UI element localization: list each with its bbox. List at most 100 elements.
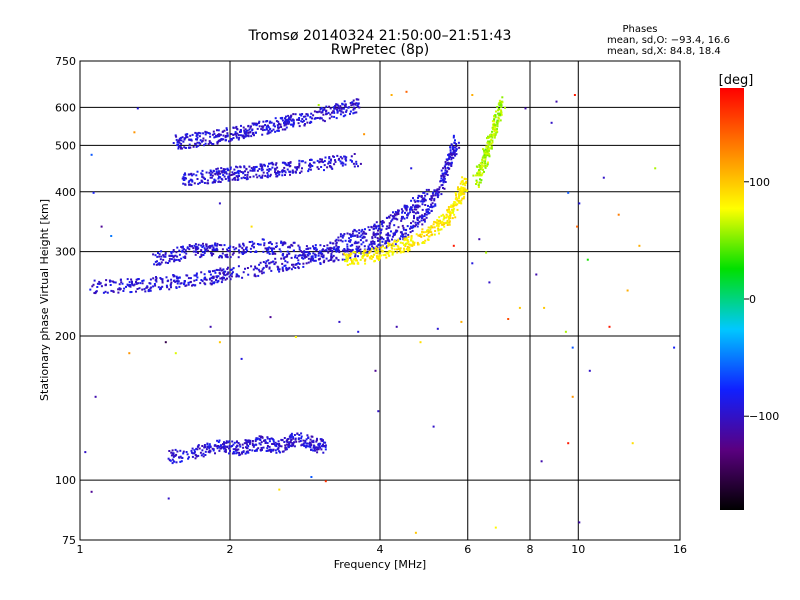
echo-point	[446, 161, 449, 164]
echo-point	[263, 128, 266, 131]
echo-point	[449, 213, 452, 216]
echo-point	[450, 205, 453, 208]
echo-point	[491, 136, 494, 139]
echo-point	[311, 259, 314, 262]
echo-point	[292, 249, 295, 252]
echo-point	[479, 181, 482, 184]
echo-point	[193, 182, 196, 185]
echo-point	[249, 176, 252, 179]
scatter-point	[432, 425, 435, 428]
echo-point	[284, 174, 286, 176]
echo-point	[297, 166, 300, 169]
echo-point	[248, 128, 251, 131]
scatter-point	[294, 336, 297, 338]
echo-point	[220, 138, 223, 140]
echo-point	[320, 445, 323, 448]
echo-point	[426, 208, 429, 211]
echo-point	[333, 248, 335, 251]
echo-point	[409, 243, 412, 246]
echo-point	[333, 115, 336, 118]
echo-point	[348, 263, 351, 266]
echo-point	[273, 247, 276, 250]
echo-point	[339, 113, 342, 116]
echo-point	[345, 156, 348, 159]
echo-point	[278, 123, 281, 126]
echo-point	[285, 123, 288, 126]
echo-point	[213, 132, 216, 135]
echo-point	[430, 199, 433, 202]
scatter-point	[518, 306, 521, 309]
echo-point	[243, 132, 246, 135]
echo-point	[347, 248, 350, 251]
echo-point	[439, 180, 442, 183]
echo-point	[320, 166, 323, 168]
echo-point	[289, 116, 292, 118]
echo-point	[208, 447, 211, 450]
echo-point	[194, 453, 197, 456]
echo-point	[310, 448, 313, 451]
echo-point	[322, 445, 325, 448]
echo-point	[355, 111, 358, 114]
echo-point	[342, 234, 344, 237]
scatter-point	[478, 238, 481, 241]
echo-point	[168, 450, 171, 452]
echo-point	[209, 174, 212, 177]
echo-point	[349, 112, 351, 115]
echo-point	[434, 221, 437, 224]
echo-point	[247, 171, 250, 174]
echo-point	[432, 194, 435, 197]
echo-point	[460, 193, 463, 196]
echo-point	[434, 230, 437, 232]
echo-point	[238, 245, 241, 248]
echo-point	[219, 254, 222, 257]
echo-point	[176, 246, 179, 249]
echo-point	[118, 283, 121, 286]
echo-point	[330, 257, 333, 260]
echo-point	[387, 242, 389, 245]
echo-point	[239, 134, 242, 137]
echo-point	[193, 284, 196, 287]
echo-point	[447, 154, 450, 157]
echo-point	[195, 145, 198, 148]
echo-point	[177, 139, 180, 142]
echo-point	[319, 438, 322, 441]
echo-point	[258, 263, 261, 266]
echo-point	[228, 452, 230, 455]
echo-point	[218, 269, 221, 272]
echo-point	[486, 137, 488, 140]
echo-point	[162, 258, 165, 261]
echo-point	[449, 149, 452, 152]
echo-point	[345, 109, 348, 112]
echo-point	[320, 107, 323, 109]
echo-point	[307, 261, 310, 264]
echo-point	[189, 277, 192, 280]
echo-point	[490, 133, 493, 136]
echo-point	[315, 440, 318, 443]
echo-point	[430, 209, 433, 212]
echo-point	[363, 236, 366, 239]
echo-point	[182, 452, 185, 455]
echo-point	[284, 448, 287, 451]
echo-point	[310, 158, 313, 161]
echo-point	[224, 171, 227, 174]
x-tick-label: 10	[571, 543, 585, 556]
echo-point	[267, 241, 270, 244]
echo-point	[309, 121, 311, 124]
echo-point	[402, 228, 405, 231]
echo-point	[447, 166, 449, 169]
echo-point	[335, 238, 338, 241]
echo-point	[355, 102, 358, 105]
echo-point	[146, 285, 149, 288]
echo-point	[437, 225, 440, 228]
echo-point	[249, 241, 251, 243]
echo-point	[316, 451, 319, 454]
echo-point	[188, 183, 191, 186]
echo-point	[267, 126, 270, 129]
echo-point	[320, 439, 323, 442]
echo-point	[185, 451, 188, 453]
x-axis-ticks: 1 2 4 6 8 10 16	[77, 543, 688, 556]
echo-point	[437, 191, 440, 194]
echo-point	[243, 129, 246, 132]
echo-point	[207, 143, 210, 146]
echo-point	[309, 247, 312, 250]
